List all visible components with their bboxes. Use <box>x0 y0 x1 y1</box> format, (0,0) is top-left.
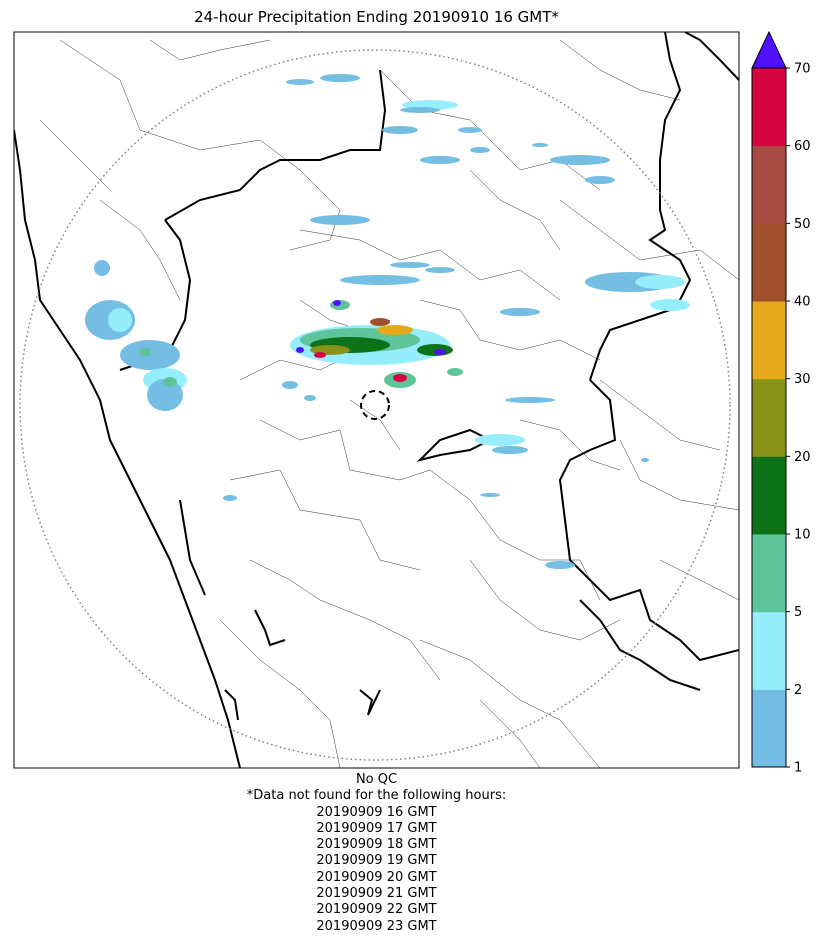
colorbar-segment <box>752 611 786 690</box>
colorbar-tick-label: 70 <box>794 62 811 77</box>
missing-hour: 20190909 20 GMT <box>316 869 437 885</box>
colorbar-segment <box>752 689 786 768</box>
colorbar-segment <box>752 223 786 302</box>
missing-hour: 20190909 21 GMT <box>316 886 437 902</box>
map-title: 24-hour Precipitation Ending 20190910 16… <box>194 8 559 26</box>
missing-hour: 20190909 19 GMT <box>316 853 437 869</box>
colorbar-tick-label: 20 <box>794 450 811 465</box>
colorbar-extend-arrow <box>751 30 787 69</box>
colorbar-tick-label: 5 <box>794 605 802 620</box>
colorbar-segment <box>752 378 786 457</box>
state-boundaries <box>14 32 739 768</box>
missing-hour: 20190909 18 GMT <box>316 837 437 853</box>
radar-site-marker <box>360 390 390 420</box>
colorbar: 1 2 5 10 20 30 40 50 60 70 <box>751 30 811 776</box>
colorbar-segment <box>752 301 786 380</box>
colorbar-tick-label: 10 <box>794 528 811 543</box>
colorbar-segment <box>752 534 786 613</box>
colorbar-tick-label: 30 <box>794 372 811 387</box>
qc-label: No QC <box>355 772 398 787</box>
colorbar-tick-label: 60 <box>794 139 811 154</box>
missing-hour: 20190909 17 GMT <box>316 820 437 836</box>
map-frame <box>13 31 740 769</box>
missing-hour: 20190909 22 GMT <box>316 902 437 918</box>
district-boundaries <box>39 39 739 768</box>
missing-data-note: *Data not found for the following hours: <box>246 788 507 804</box>
colorbar-frame <box>751 67 787 768</box>
missing-hour: 20190909 23 GMT <box>316 918 437 934</box>
colorbar-segment <box>752 68 786 147</box>
missing-hour: 20190909 16 GMT <box>316 804 437 820</box>
colorbar-tick-label: 1 <box>794 761 802 776</box>
colorbar-tick-label: 50 <box>794 217 811 232</box>
colorbar-tick-label: 2 <box>794 683 802 698</box>
radar-range-ring <box>19 49 731 761</box>
colorbar-segment <box>752 145 786 224</box>
colorbar-tick-label: 40 <box>794 295 811 310</box>
colorbar-segment <box>752 456 786 535</box>
precipitation-fields <box>85 74 690 569</box>
footer-notes: No QC *Data not found for the following … <box>14 772 739 935</box>
